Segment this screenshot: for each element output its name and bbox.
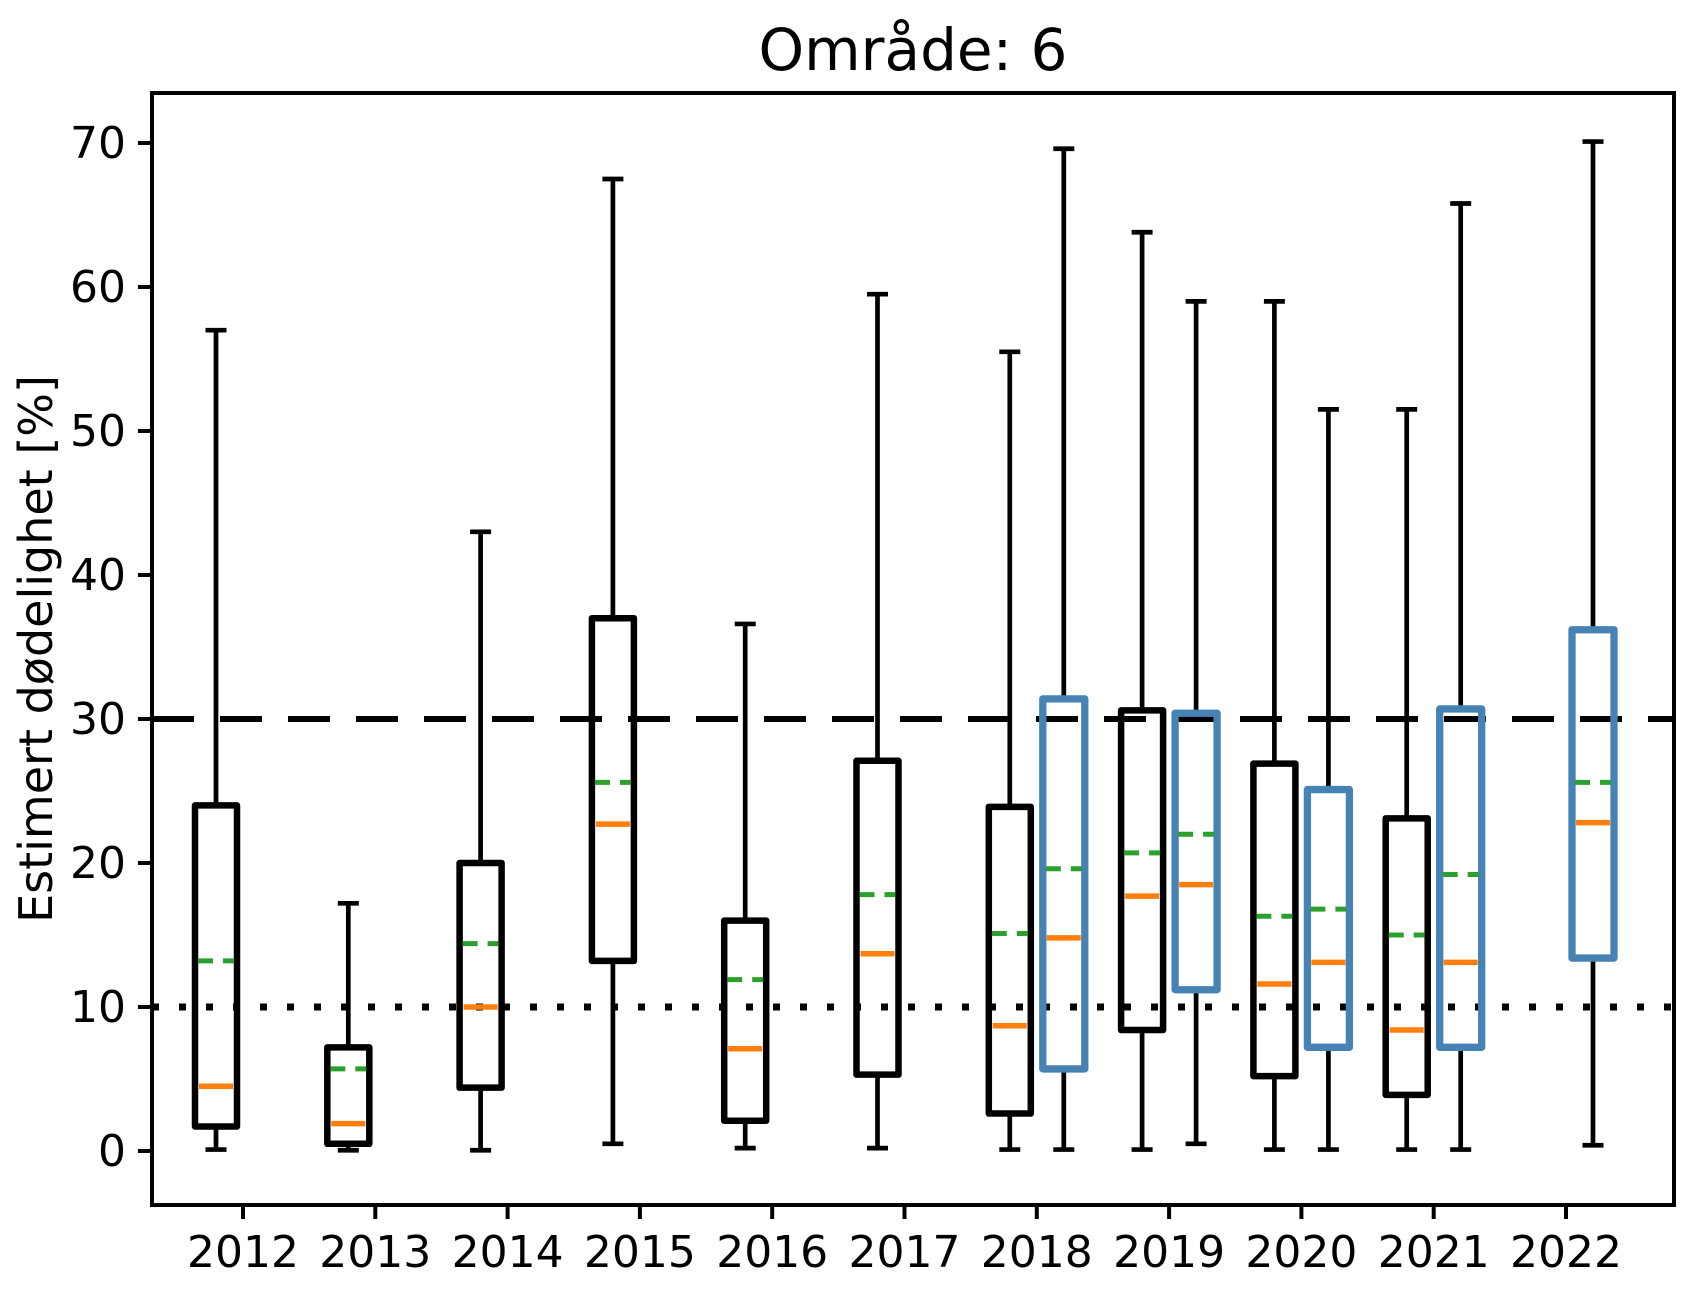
boxplot-2020-steelblue xyxy=(1303,407,1354,1152)
boxplot-2014-black xyxy=(456,529,505,1153)
boxplot-2019-black xyxy=(1117,229,1167,1152)
boxplot-2021-steelblue xyxy=(1436,201,1486,1152)
box-iqr xyxy=(1568,626,1618,962)
boxplot-2020-black xyxy=(1250,299,1299,1152)
boxplot-2022-steelblue xyxy=(1568,139,1618,1148)
axes: 0 10 20 30 40 50 60 70 2012 2013 2014 2015 2016 2017 2… xyxy=(70,91,1676,1278)
x-tick-label: 2017 xyxy=(849,1227,961,1278)
x-tick-label: 2013 xyxy=(319,1227,431,1278)
x-tick-label: 2014 xyxy=(452,1227,564,1278)
boxplot-2018-steelblue xyxy=(1039,146,1089,1152)
y-axis-label: Estimert dødelighet [%] xyxy=(9,375,63,923)
y-tick-label: 20 xyxy=(70,838,126,889)
box-iqr xyxy=(720,917,770,1125)
boxplot-2015-black xyxy=(588,176,638,1147)
boxplot-2012-black xyxy=(191,327,241,1152)
y-tick-label: 70 xyxy=(70,118,126,169)
box-iqr xyxy=(1382,815,1431,1099)
boxplot-2019-steelblue xyxy=(1171,299,1221,1147)
y-tick-label: 0 xyxy=(98,1126,126,1177)
x-tick-label: 2019 xyxy=(1113,1227,1225,1278)
x-tick-label: 2022 xyxy=(1510,1227,1622,1278)
y-tick-label: 10 xyxy=(70,982,126,1033)
plot-border xyxy=(150,91,1676,1207)
y-tick-label: 40 xyxy=(70,550,126,601)
box-iqr xyxy=(1436,705,1486,1051)
y-tick-label: 30 xyxy=(70,694,126,745)
box-iqr xyxy=(1117,707,1167,1034)
x-tick-label: 2015 xyxy=(584,1227,696,1278)
x-tick-label: 2020 xyxy=(1245,1227,1357,1278)
box-iqr xyxy=(191,802,241,1130)
box-iqr xyxy=(853,757,902,1078)
box-iqr xyxy=(456,859,505,1091)
box-iqr xyxy=(1171,709,1221,994)
box-iqr xyxy=(588,614,638,965)
x-tick-label: 2021 xyxy=(1378,1227,1490,1278)
box-iqr xyxy=(1039,695,1089,1073)
reference-lines xyxy=(152,716,1674,1011)
box-iqr xyxy=(985,803,1035,1117)
x-tick-label: 2012 xyxy=(187,1227,299,1278)
y-tick-label: 60 xyxy=(70,262,126,313)
boxplot-boxes xyxy=(191,139,1618,1153)
boxplot-2016-black xyxy=(720,621,770,1151)
x-tick-label: 2016 xyxy=(716,1227,828,1278)
chart-title: Område: 6 xyxy=(759,16,1068,84)
box-iqr xyxy=(324,1044,373,1148)
y-tick-label: 50 xyxy=(70,406,126,457)
boxplot-2017-black xyxy=(853,291,902,1151)
x-tick-label: 2018 xyxy=(981,1227,1093,1278)
boxplot-2021-black xyxy=(1382,407,1431,1152)
box-iqr xyxy=(1250,760,1299,1080)
box-iqr xyxy=(1303,785,1354,1051)
boxplot-2013-black xyxy=(324,900,373,1153)
boxplot-2018-black xyxy=(985,349,1035,1152)
